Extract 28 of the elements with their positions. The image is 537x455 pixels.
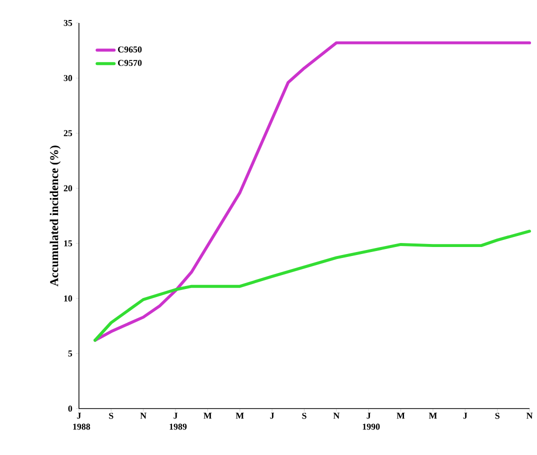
- x-tick-label: N: [333, 413, 340, 419]
- legend-label: C9570: [118, 60, 142, 66]
- y-tick-label: 15: [64, 240, 72, 247]
- x-tick-label: M: [204, 413, 212, 419]
- line-series: [94, 230, 532, 342]
- y-tick-label: 25: [64, 130, 72, 136]
- x-tick-label: J: [270, 413, 274, 419]
- x-tick-label: S: [302, 413, 306, 420]
- y-tick-label: 10: [64, 296, 72, 302]
- x-tick-label: S: [495, 413, 500, 420]
- x-tick-label: N: [140, 413, 146, 419]
- x-tick-label: J 1988: [73, 413, 90, 430]
- x-tick-label: M: [396, 413, 405, 419]
- y-tick-label: 35: [64, 20, 72, 26]
- y-tick-label: 5: [68, 350, 72, 357]
- x-tick-label: M: [428, 413, 437, 419]
- x-tick-label: M: [236, 413, 244, 419]
- y-tick-label: 20: [64, 185, 72, 192]
- y-tick-label: 0: [68, 406, 72, 412]
- y-tick-label: 30: [64, 75, 72, 82]
- y-axis-title: Accumulated incidence (%): [50, 146, 61, 287]
- x-tick-label: J 1990: [362, 413, 380, 430]
- line-series: [94, 42, 532, 342]
- x-tick-label: J 1989: [170, 413, 187, 430]
- legend-label: C9650: [118, 46, 142, 53]
- x-tick-label: N: [526, 413, 533, 419]
- x-tick-label: J: [463, 413, 468, 419]
- x-tick-label: S: [109, 413, 114, 420]
